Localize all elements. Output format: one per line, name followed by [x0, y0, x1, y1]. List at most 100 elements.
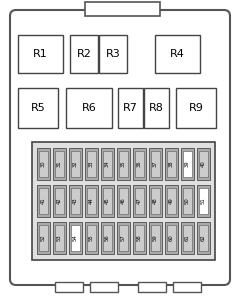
Bar: [135, 151, 144, 177]
Text: 41: 41: [41, 198, 46, 204]
Text: 49: 49: [169, 198, 174, 204]
Bar: [87, 225, 96, 251]
Bar: [183, 225, 192, 251]
Text: R1: R1: [33, 49, 48, 59]
Bar: [117, 185, 130, 217]
Text: 52: 52: [41, 235, 46, 242]
Bar: [39, 188, 48, 214]
Text: 55: 55: [89, 235, 94, 242]
Bar: [151, 188, 160, 214]
Bar: [85, 222, 98, 254]
Bar: [197, 185, 210, 217]
Bar: [90, 282, 118, 292]
Text: 53: 53: [57, 235, 62, 241]
Bar: [118, 88, 143, 128]
Bar: [151, 225, 160, 251]
Bar: [181, 222, 194, 254]
Bar: [149, 185, 162, 217]
Text: 57: 57: [121, 235, 126, 242]
Text: 45: 45: [105, 198, 110, 204]
Bar: [32, 142, 215, 260]
Bar: [69, 148, 82, 180]
Bar: [99, 35, 127, 73]
Text: 60: 60: [169, 235, 174, 242]
Text: 34: 34: [105, 161, 110, 167]
Bar: [133, 222, 146, 254]
FancyBboxPatch shape: [10, 10, 230, 285]
Bar: [144, 88, 169, 128]
Bar: [87, 151, 96, 177]
Bar: [149, 222, 162, 254]
Bar: [151, 151, 160, 177]
Text: 50: 50: [185, 198, 190, 204]
Bar: [197, 222, 210, 254]
Bar: [119, 225, 128, 251]
Text: 33: 33: [89, 161, 94, 167]
Text: 46: 46: [121, 198, 126, 204]
Text: 47: 47: [137, 198, 142, 204]
Bar: [39, 225, 48, 251]
Bar: [18, 88, 58, 128]
Bar: [71, 225, 80, 251]
Bar: [165, 148, 178, 180]
Bar: [66, 88, 112, 128]
Text: 58: 58: [137, 235, 142, 242]
Bar: [133, 185, 146, 217]
Text: 56: 56: [105, 235, 110, 242]
Bar: [85, 185, 98, 217]
Text: R7: R7: [123, 103, 138, 113]
Text: R6: R6: [82, 103, 96, 113]
Text: 35: 35: [121, 161, 126, 167]
Text: 37: 37: [153, 161, 158, 167]
Text: 39: 39: [185, 161, 190, 167]
Bar: [53, 222, 66, 254]
Bar: [87, 188, 96, 214]
Text: 32: 32: [73, 161, 78, 167]
Bar: [70, 35, 98, 73]
Bar: [18, 35, 63, 73]
Text: R8: R8: [149, 103, 164, 113]
Bar: [181, 148, 194, 180]
Text: 30: 30: [41, 161, 46, 167]
Bar: [181, 185, 194, 217]
Text: 38: 38: [169, 161, 174, 167]
Text: R3: R3: [106, 49, 120, 59]
Text: 62: 62: [201, 235, 206, 242]
Bar: [176, 88, 216, 128]
Text: 44: 44: [89, 198, 94, 204]
Bar: [133, 148, 146, 180]
Bar: [69, 222, 82, 254]
Bar: [117, 222, 130, 254]
Bar: [103, 188, 112, 214]
Text: R9: R9: [189, 103, 203, 113]
Bar: [155, 35, 200, 73]
Text: 51: 51: [201, 198, 206, 204]
Text: 40: 40: [201, 160, 206, 167]
Bar: [138, 282, 166, 292]
Bar: [135, 225, 144, 251]
Bar: [149, 148, 162, 180]
Bar: [37, 148, 50, 180]
Text: R2: R2: [77, 49, 91, 59]
Bar: [37, 222, 50, 254]
Bar: [55, 188, 64, 214]
Text: 61: 61: [185, 235, 190, 242]
Bar: [167, 151, 176, 177]
Bar: [71, 188, 80, 214]
Bar: [135, 188, 144, 214]
Bar: [37, 185, 50, 217]
Bar: [53, 185, 66, 217]
Bar: [71, 151, 80, 177]
Text: 43: 43: [73, 198, 78, 204]
Text: R5: R5: [31, 103, 45, 113]
Bar: [183, 188, 192, 214]
Bar: [199, 225, 208, 251]
Bar: [173, 282, 201, 292]
Bar: [53, 148, 66, 180]
Text: 42: 42: [57, 198, 62, 204]
Bar: [39, 151, 48, 177]
Text: 54: 54: [73, 235, 78, 242]
Bar: [85, 2, 160, 16]
Bar: [167, 225, 176, 251]
Bar: [165, 185, 178, 217]
